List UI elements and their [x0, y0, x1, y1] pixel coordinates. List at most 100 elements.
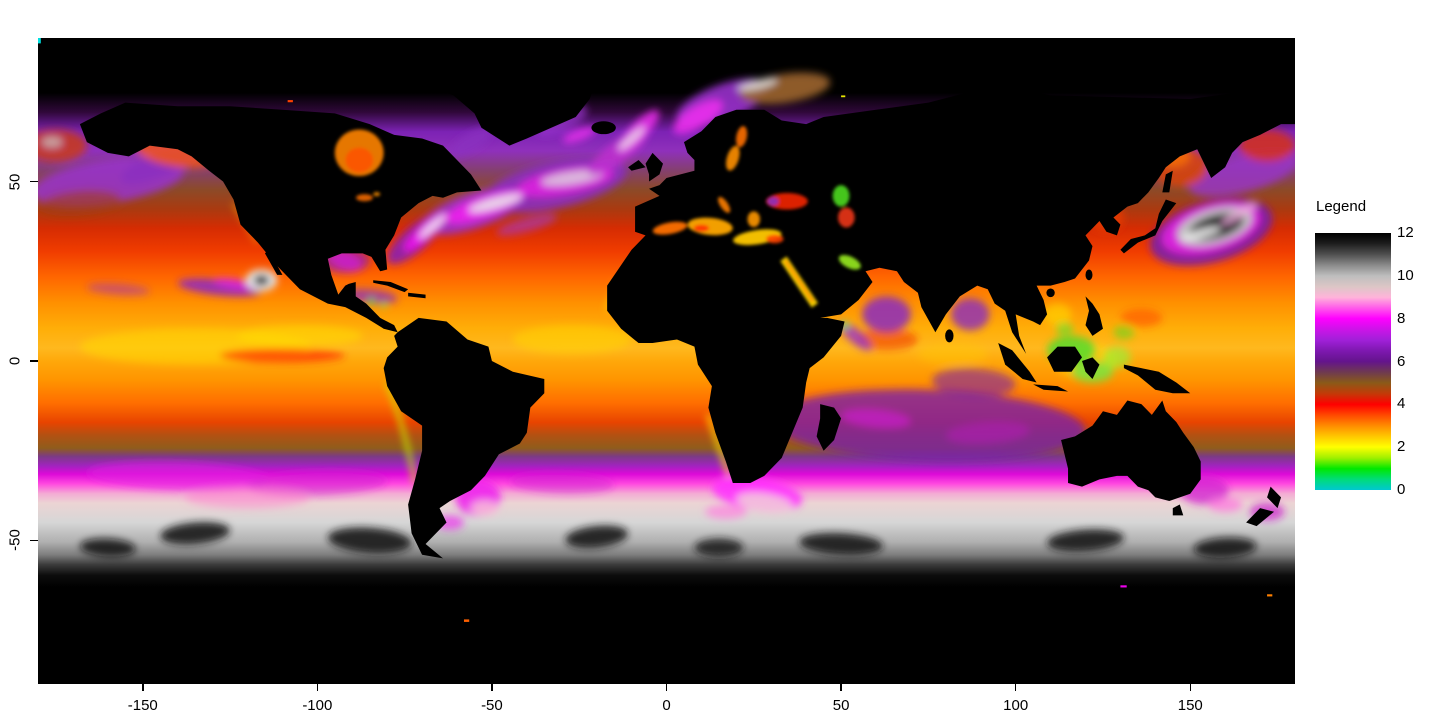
x-axis-tick — [491, 684, 493, 691]
baja-eddy-part — [253, 275, 270, 286]
acc-dark-patches-part — [79, 538, 136, 557]
kuroshio-swirls-part — [1180, 226, 1221, 241]
isolated-specks — [38, 38, 1273, 622]
y-axis-tick — [30, 360, 38, 362]
caspian-south — [837, 207, 855, 228]
legend-tick-label: 2 — [1397, 438, 1406, 456]
x-axis-tick-label: 0 — [662, 697, 671, 714]
gulf-stream-swirls-part — [541, 170, 604, 186]
java — [1033, 384, 1069, 392]
y-axis-tick-label: 0 — [6, 356, 24, 366]
acc-dark-patches-part — [327, 527, 412, 554]
x-axis-tick-label: 50 — [832, 697, 850, 714]
isolated-specks-part — [287, 100, 293, 103]
x-axis-tick — [142, 684, 144, 691]
acc-dark-patches-part — [694, 538, 744, 557]
indonesia-green-patches-part — [1113, 325, 1135, 340]
baja-eddy-part — [86, 283, 150, 296]
hainan — [1046, 288, 1055, 298]
southern-ocean-swirls-part — [736, 493, 792, 513]
inland-seas-part — [345, 147, 374, 173]
north-pacific-swirls-part — [38, 190, 122, 217]
y-axis-tick — [30, 180, 38, 183]
acc-dark-patches-part — [1193, 537, 1257, 558]
inland-seas — [334, 126, 861, 308]
afro-eurasia — [607, 84, 1295, 484]
indonesia-green-patches-part — [1120, 308, 1163, 327]
legend-tick-label: 8 — [1397, 309, 1406, 327]
kuroshio-swirls — [1150, 197, 1273, 266]
aegean-sea — [747, 211, 761, 228]
inland-seas-part — [783, 259, 815, 303]
caspian-north — [832, 185, 850, 207]
legend-tick-label: 10 — [1397, 266, 1414, 284]
southern-ocean-swirls-part — [86, 461, 269, 491]
persian-gulf — [838, 254, 861, 270]
indian-ocean-features-part — [862, 296, 911, 333]
new-guinea — [1123, 364, 1191, 394]
acc-dark-patches-part — [160, 522, 230, 545]
isolated-specks-part — [1267, 594, 1273, 597]
japan — [1120, 199, 1177, 254]
legend-tick-label: 0 — [1397, 481, 1406, 498]
equatorial-bands — [79, 325, 988, 365]
baltic-sea — [725, 145, 740, 171]
x-axis-tick — [316, 684, 319, 691]
gulf-of-bothnia — [736, 126, 748, 148]
norwegian-barents-swirls-part — [673, 99, 723, 135]
new-zealand-south — [1246, 508, 1275, 527]
baja-california — [264, 249, 283, 275]
north-pacific-swirls-part — [1188, 152, 1295, 197]
x-axis-tick-label: -150 — [127, 697, 158, 714]
isolated-specks-part — [463, 619, 470, 622]
great-lakes — [356, 194, 373, 202]
continents — [79, 63, 1295, 559]
gulf-stream-swirls-part — [449, 127, 493, 157]
x-axis-tick — [665, 684, 668, 691]
indonesia-green-patches-part — [1043, 303, 1072, 326]
legend-colorbar — [1315, 233, 1391, 490]
indian-ocean-features-part — [951, 298, 990, 331]
coastal-upwelling-fringes-part — [381, 302, 387, 308]
ireland — [628, 160, 646, 171]
new-zealand-north — [1267, 486, 1282, 509]
isolated-specks-part — [1120, 585, 1127, 588]
x-axis-tick-label: 150 — [1177, 697, 1203, 714]
legend-tick-label: 4 — [1397, 395, 1406, 413]
sumatra — [998, 343, 1037, 383]
madagascar — [816, 404, 842, 451]
equatorial-bands-part — [917, 343, 988, 365]
sakhalin — [1162, 170, 1173, 193]
norwegian-barents-swirls-part — [736, 78, 778, 92]
map-plot — [38, 38, 1295, 684]
philippines — [1085, 296, 1103, 336]
acc-dark-patches-part — [565, 525, 628, 549]
southern-ocean-swirls-part — [1207, 497, 1243, 512]
great-britain — [645, 152, 664, 182]
gulf-stream-swirls-part — [328, 250, 362, 271]
southern-ocean-swirls-part — [470, 500, 499, 516]
indian-ocean-features-part — [771, 389, 1086, 462]
acc-dark-patches-part — [799, 533, 883, 556]
equatorial-bands-part — [237, 325, 363, 347]
x-axis-tick — [1014, 684, 1017, 691]
gulf-stream-swirls-part — [617, 126, 646, 151]
indian-ocean-features-part — [931, 368, 1016, 398]
coastal-upwelling-fringes-part — [385, 381, 418, 484]
southern-ocean-swirls-part — [704, 504, 747, 519]
indonesia-green-patches-part — [1055, 322, 1074, 336]
baja-eddy — [86, 269, 278, 297]
x-axis-tick-label: -100 — [302, 697, 333, 714]
cuba — [373, 280, 409, 293]
y-axis-tick-label: 50 — [6, 173, 24, 190]
coastal-upwelling-fringes-part — [705, 413, 732, 477]
tasmania — [1172, 504, 1184, 516]
inland-seas-part — [767, 196, 779, 206]
indian-ocean-features-part — [838, 320, 872, 351]
southern-ocean-swirls-part — [184, 486, 311, 509]
norwegian-barents-swirls — [673, 72, 831, 135]
legend-tick-label: 12 — [1397, 224, 1414, 241]
x-axis-tick — [1189, 684, 1191, 691]
isolated-specks-part — [38, 38, 41, 44]
equatorial-bands-part — [219, 348, 346, 363]
